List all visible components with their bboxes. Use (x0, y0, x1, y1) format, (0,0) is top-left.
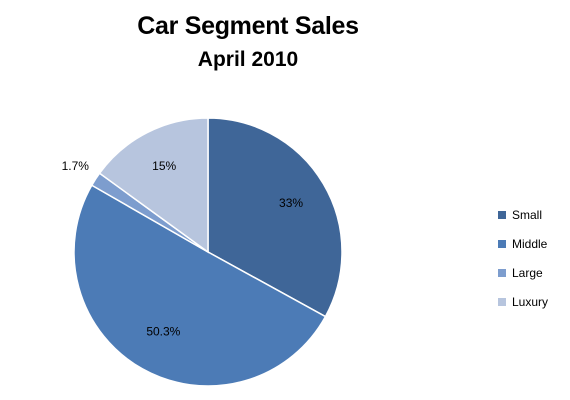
pie-slice-middle[interactable] (73, 184, 327, 387)
legend-item-small[interactable]: Small (498, 200, 568, 229)
data-label-small: 33% (279, 196, 303, 210)
pie-slice-luxury[interactable] (98, 117, 209, 254)
data-label-luxury: 15% (152, 159, 176, 173)
legend-item-large[interactable]: Large (498, 258, 568, 287)
legend-label-luxury: Luxury (512, 294, 549, 309)
pie-slices (73, 117, 343, 387)
data-label-middle: 50.3% (146, 324, 180, 338)
legend-label-middle: Middle (512, 236, 548, 251)
data-label-large: 1.7% (62, 159, 90, 173)
pie-slice-labels: 33% 50.3% 1.7% 15% (62, 159, 304, 338)
legend-label-large: Large (512, 265, 543, 280)
legend-swatch-large (498, 268, 506, 277)
legend-swatch-luxury (498, 297, 506, 306)
chart-title: Car Segment Sales (137, 12, 359, 40)
legend-swatch-middle (498, 239, 506, 248)
legend-item-luxury[interactable]: Luxury (498, 287, 568, 316)
legend-item-middle[interactable]: Middle (498, 229, 568, 258)
chart-subtitle: April 2010 (197, 48, 299, 71)
legend-swatch-small (498, 210, 506, 219)
pie-slice-small[interactable] (207, 117, 343, 318)
legend: Small Middle Large Luxury (498, 200, 568, 316)
legend-label-small: Small (512, 207, 543, 222)
